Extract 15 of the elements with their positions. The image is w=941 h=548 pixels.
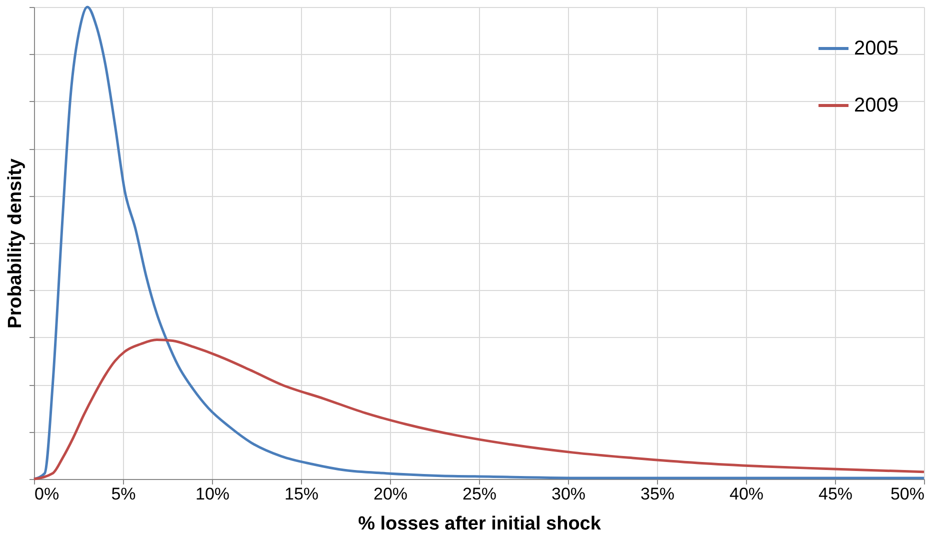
- x-tick-label: 50%: [890, 484, 924, 504]
- x-tick-label: 25%: [462, 484, 497, 504]
- x-tick-label: 30%: [551, 484, 586, 504]
- x-tick-label: 20%: [373, 484, 408, 504]
- x-tick-label: 45%: [818, 484, 853, 504]
- x-axis-title: % losses after initial shock: [358, 514, 602, 534]
- x-tick-label: 10%: [195, 484, 230, 504]
- x-tick-label: 40%: [729, 484, 764, 504]
- legend-label: 2005: [854, 38, 898, 60]
- x-tick-label: 35%: [640, 484, 675, 504]
- x-tick-label: 15%: [284, 484, 319, 504]
- y-axis-title: Probability density: [5, 158, 26, 328]
- legend-label: 2009: [854, 94, 898, 116]
- x-tick-label: 5%: [111, 484, 136, 504]
- x-tick-label: 0%: [34, 484, 60, 504]
